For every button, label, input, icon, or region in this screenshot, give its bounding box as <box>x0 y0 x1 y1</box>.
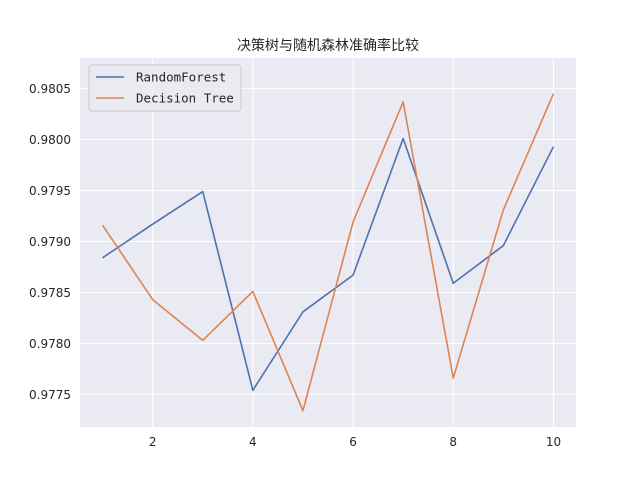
chart-title: 决策树与随机森林准确率比较 <box>237 37 419 54</box>
x-tick-label: 2 <box>149 435 157 449</box>
y-tick-label: 0.9775 <box>29 388 71 402</box>
series-lines <box>101 93 555 412</box>
y-tick-label: 0.9800 <box>29 133 71 147</box>
y-tick-label: 0.9795 <box>29 184 71 198</box>
legend-label-randomforest: RandomForest <box>136 70 226 85</box>
y-tick-label: 0.9780 <box>29 337 71 351</box>
x-tick-label: 10 <box>546 435 561 449</box>
y-tick-label: 0.9785 <box>29 286 71 300</box>
y-tick-label: 0.9805 <box>29 82 71 96</box>
x-tick-labels: 2 4 6 8 10 <box>149 435 561 449</box>
legend-box <box>88 64 242 112</box>
y-tick-labels: 0.9775 0.9780 0.9785 0.9790 0.9795 0.9800 0.98… <box>29 82 71 402</box>
plot-background <box>80 58 576 427</box>
series-line-decision-tree <box>101 93 555 412</box>
legend: RandomForest Decision Tree <box>88 64 242 112</box>
y-tick-label: 0.9790 <box>29 235 71 249</box>
x-tick-label: 4 <box>249 435 257 449</box>
x-tick-label: 6 <box>349 435 357 449</box>
x-tick-label: 8 <box>449 435 457 449</box>
legend-label-decision-tree: Decision Tree <box>136 91 234 106</box>
series-line-randomforest <box>102 137 555 392</box>
